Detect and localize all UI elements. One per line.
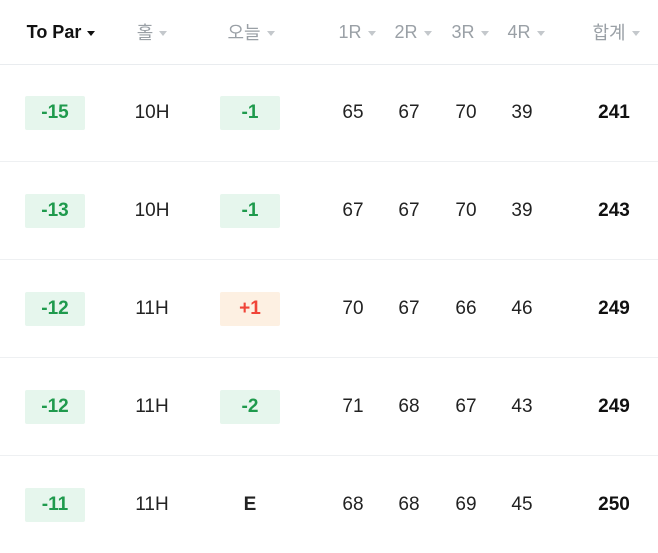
caret-down-icon: [423, 30, 432, 36]
today-cell: -1: [220, 162, 280, 259]
to-par-badge: -11: [25, 487, 85, 522]
today-badge: -2: [220, 389, 280, 424]
sort-r2-header[interactable]: 2R: [386, 0, 440, 64]
r1-cell: 68: [342, 493, 364, 515]
r3-cell: 69: [455, 493, 477, 515]
total-header-label: 합계: [592, 23, 626, 43]
sort-r4-header[interactable]: 4R: [499, 0, 553, 64]
to-par-cell: -15: [25, 64, 85, 161]
caret-down-icon: [87, 30, 96, 36]
to-par-cell: -12: [25, 358, 85, 455]
r2-cell: 67: [398, 101, 420, 123]
r1-cell: 70: [342, 297, 364, 319]
today-badge: -1: [220, 95, 280, 130]
caret-down-icon: [536, 30, 545, 36]
today-cell: E: [220, 456, 280, 553]
leaderboard-header: To Par 홀 오늘 1R 2R 3R 4R 합계: [0, 0, 658, 65]
to-par-cell: -13: [25, 162, 85, 259]
total-cell: 241: [598, 101, 630, 123]
today-badge: E: [243, 493, 257, 515]
r1-cell: 67: [342, 199, 364, 221]
sort-r1-header[interactable]: 1R: [330, 0, 384, 64]
hole-cell: 11H: [135, 395, 169, 417]
to-par-badge: -12: [25, 389, 85, 424]
r3-cell: 67: [455, 395, 477, 417]
total-cell: 249: [598, 395, 630, 417]
r4-cell: 46: [511, 297, 533, 319]
caret-down-icon: [480, 30, 489, 36]
r2-header-label: 2R: [394, 21, 418, 42]
table-row[interactable]: -11 11H E 68 68 69 45 250: [0, 456, 658, 553]
r1-cell: 65: [342, 101, 364, 123]
table-row[interactable]: -12 11H -2 71 68 67 43 249: [0, 358, 658, 456]
hole-cell: 11H: [135, 493, 169, 515]
table-row[interactable]: -15 10H -1 65 67 70 39 241: [0, 64, 658, 162]
r2-cell: 67: [398, 297, 420, 319]
r4-cell: 39: [511, 101, 533, 123]
hole-cell: 10H: [134, 101, 170, 123]
sort-hole-header[interactable]: 홀: [122, 0, 182, 64]
today-cell: -2: [220, 358, 280, 455]
table-row[interactable]: -13 10H -1 67 67 70 39 243: [0, 162, 658, 260]
today-badge: -1: [220, 193, 280, 228]
r3-cell: 70: [455, 101, 477, 123]
sort-total-header[interactable]: 합계: [585, 0, 647, 64]
today-cell: -1: [220, 64, 280, 161]
today-header-label: 오늘: [227, 23, 261, 43]
total-cell: 249: [598, 297, 630, 319]
today-cell: +1: [220, 260, 280, 357]
to-par-cell: -11: [25, 456, 85, 553]
r4-cell: 45: [511, 493, 533, 515]
r4-cell: 43: [511, 395, 533, 417]
r3-header-label: 3R: [451, 21, 475, 42]
r2-cell: 68: [398, 493, 420, 515]
caret-down-icon: [266, 30, 275, 36]
sort-r3-header[interactable]: 3R: [443, 0, 497, 64]
hole-cell: 10H: [134, 199, 170, 221]
to-par-badge: -15: [25, 95, 85, 130]
r1-cell: 71: [342, 395, 364, 417]
to-par-badge: -12: [25, 291, 85, 326]
to-par-badge: -13: [25, 193, 85, 228]
r4-cell: 39: [511, 199, 533, 221]
to-par-header-label: To Par: [26, 21, 82, 42]
r1-header-label: 1R: [338, 21, 362, 42]
r3-cell: 70: [455, 199, 477, 221]
total-cell: 243: [598, 199, 630, 221]
hole-cell: 11H: [135, 297, 169, 319]
r2-cell: 68: [398, 395, 420, 417]
hole-header-label: 홀: [136, 23, 154, 43]
r4-header-label: 4R: [507, 21, 531, 42]
to-par-cell: -12: [25, 260, 85, 357]
table-row[interactable]: -12 11H +1 70 67 66 46 249: [0, 260, 658, 358]
caret-down-icon: [631, 30, 640, 36]
r3-cell: 66: [455, 297, 477, 319]
r2-cell: 67: [398, 199, 420, 221]
total-cell: 250: [598, 493, 630, 515]
sort-to-par-header[interactable]: To Par: [18, 0, 104, 64]
today-badge: +1: [220, 291, 280, 326]
caret-down-icon: [367, 30, 376, 36]
caret-down-icon: [159, 30, 168, 36]
sort-today-header[interactable]: 오늘: [214, 0, 288, 64]
